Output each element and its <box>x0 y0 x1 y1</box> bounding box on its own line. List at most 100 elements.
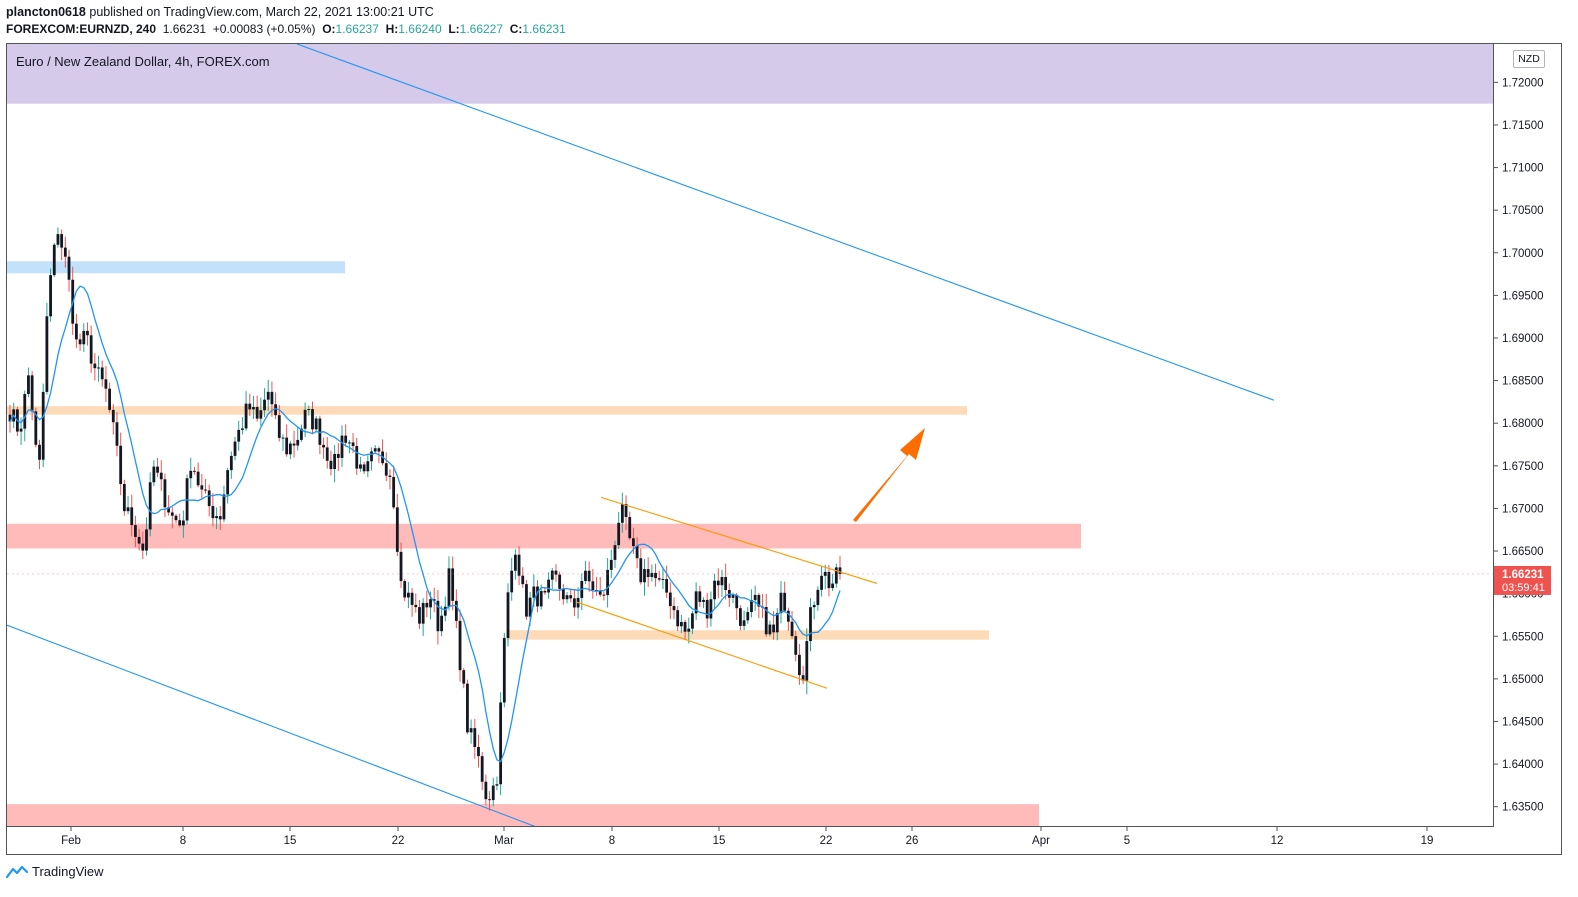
candle-body <box>783 592 787 611</box>
candle-body <box>536 586 539 607</box>
time-tick-label: 8 <box>180 835 186 847</box>
price-axis[interactable]: 1.72000 1.71500 1.71000 1.70500 1.70000 1.695… <box>1494 43 1562 827</box>
candle-body <box>174 515 178 521</box>
candle-body <box>521 575 525 585</box>
ohlc-line: FOREXCOM:EURNZD, 240 1.66231 +0.00083 (+… <box>6 22 566 36</box>
price-tick-label: 1.64500 <box>1502 716 1544 728</box>
candle-body <box>679 621 683 627</box>
candle-body <box>425 602 429 608</box>
candle-body <box>200 485 204 490</box>
candle-body <box>93 363 97 369</box>
time-tick-label: Apr <box>1032 835 1050 847</box>
candle-body <box>454 600 458 621</box>
candle-body <box>650 572 654 578</box>
candle-body <box>510 570 514 593</box>
candle-body <box>307 409 311 411</box>
candle-body <box>772 624 775 633</box>
candle-body <box>215 516 218 519</box>
price-tick-label: 1.65000 <box>1502 674 1544 686</box>
price-tick-label: 1.65500 <box>1502 631 1544 643</box>
chart-pane[interactable]: Euro / New Zealand Dollar, 4h, FOREX.com <box>6 43 1494 827</box>
candle-body <box>100 367 104 380</box>
candle-body <box>713 580 716 600</box>
candle-body <box>716 580 720 586</box>
candle-body <box>823 571 827 576</box>
candle-body <box>709 599 713 619</box>
time-tick-label: Feb <box>61 835 81 847</box>
candle-body <box>672 606 676 611</box>
candle-body <box>528 597 532 617</box>
zone-support-upper <box>7 406 967 415</box>
time-tick-label: 22 <box>820 835 833 847</box>
candle-body <box>82 330 86 345</box>
currency-unit-badge[interactable]: NZD <box>1513 50 1545 68</box>
published-text: published on TradingView.com, March 22, … <box>89 5 434 19</box>
candle-body <box>207 490 211 507</box>
time-tick-label: 5 <box>1124 835 1130 847</box>
time-axis[interactable]: Feb 8 15 22 Mar 8 15 22 26 Apr 5 12 19 <box>6 827 1562 855</box>
candle-body <box>45 316 49 392</box>
candle-body <box>204 489 207 491</box>
candle-body <box>513 554 517 571</box>
candle-body <box>484 781 488 800</box>
candle-body <box>156 466 159 473</box>
candle-body <box>311 409 314 430</box>
candle-body <box>152 466 156 483</box>
price-tick-label: 1.68000 <box>1502 418 1544 430</box>
candle-body <box>624 504 628 518</box>
candle-body <box>661 579 665 581</box>
candle-body <box>384 463 388 476</box>
candle-body <box>584 570 587 581</box>
candle-body <box>126 507 130 512</box>
price-tag-value: 1.66231 <box>1502 569 1544 581</box>
candle-body <box>834 567 838 584</box>
candle-body <box>812 605 816 608</box>
candle-body <box>683 621 687 632</box>
candle-body <box>377 448 381 452</box>
candle-body <box>543 590 547 593</box>
candle-body <box>340 435 344 458</box>
candle-body <box>414 604 418 608</box>
candle-body <box>775 613 779 633</box>
candle-body <box>794 636 798 655</box>
candle-body <box>134 525 137 537</box>
candle-body <box>392 476 396 508</box>
candle-body <box>41 391 45 460</box>
candle-body <box>373 448 377 452</box>
candle-body <box>218 516 222 520</box>
candle-body <box>539 590 543 607</box>
candle-body <box>606 569 609 596</box>
candle-body <box>303 409 307 429</box>
candle-body <box>141 543 145 551</box>
author-name[interactable]: plancton0618 <box>6 5 86 19</box>
candle-body <box>119 445 123 484</box>
candle-body <box>355 446 359 469</box>
time-axis-svg: Feb 8 15 22 Mar 8 15 22 26 Apr 5 12 19 <box>61 827 1433 847</box>
candle-body <box>739 608 742 626</box>
candle-body <box>163 479 167 508</box>
candle-body <box>270 391 274 405</box>
candle-body <box>466 683 469 733</box>
candle-body <box>635 546 639 559</box>
price-plot[interactable] <box>7 44 1494 827</box>
footer-brand[interactable]: TradingView <box>6 864 104 879</box>
candle-body <box>222 494 226 520</box>
candle-body <box>229 455 233 471</box>
price-tag <box>1494 565 1551 595</box>
candle-body <box>49 275 52 317</box>
candle-body <box>447 568 451 607</box>
candle-body <box>735 595 739 609</box>
candle-body <box>462 670 466 684</box>
low-value: 1.66227 <box>459 22 504 36</box>
candle-body <box>451 568 455 601</box>
candle-body <box>322 444 325 448</box>
candle-body <box>558 574 562 589</box>
candle-body <box>233 441 237 456</box>
price-tick-label: 1.70500 <box>1502 205 1544 217</box>
zone-resistance <box>7 523 1081 549</box>
candle-body <box>720 577 724 586</box>
candle-body <box>266 391 270 400</box>
price-tick-label: 1.69000 <box>1502 333 1544 345</box>
candle-body <box>241 428 244 430</box>
candle-body <box>252 406 255 410</box>
